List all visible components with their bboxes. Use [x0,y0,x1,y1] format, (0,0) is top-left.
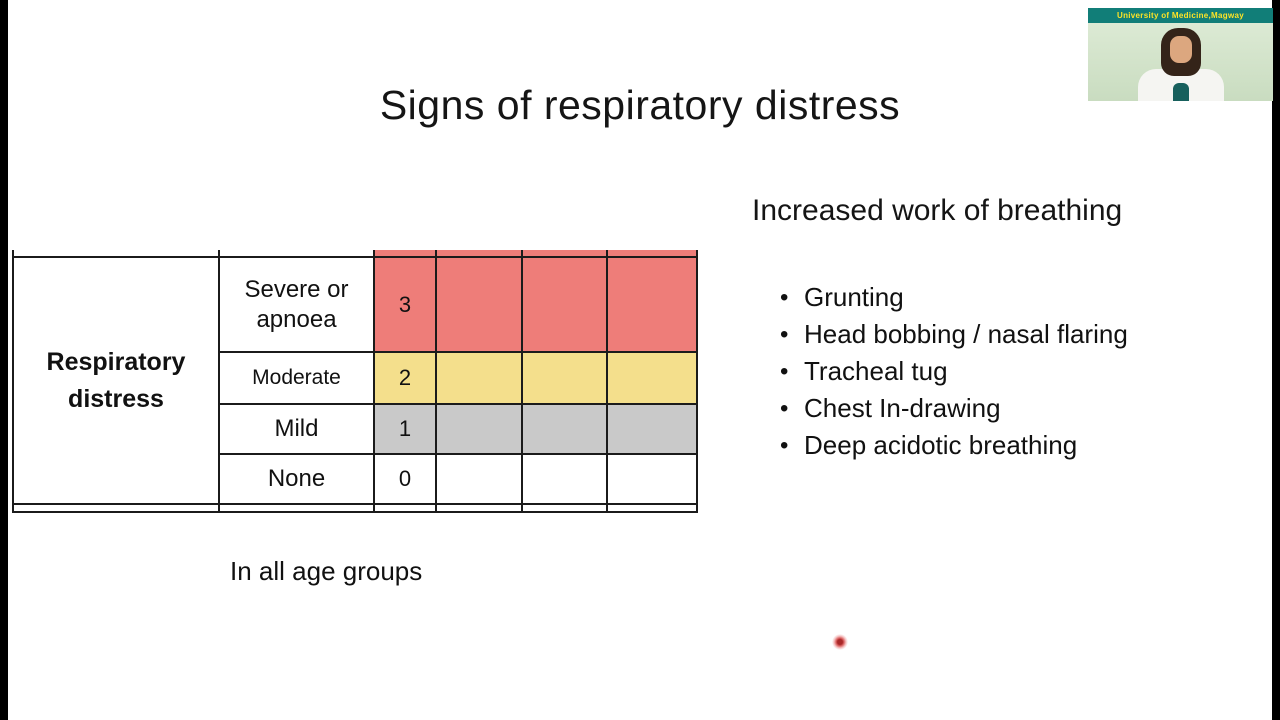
severity-label-cell: Severe or apnoea [220,258,375,353]
age-groups-note: In all age groups [230,556,423,586]
list-item: Grunting [778,279,1128,316]
cropped-cell [608,250,698,258]
score-band-cell [437,258,523,353]
list-item: Head bobbing / nasal flaring [778,316,1128,353]
score-band-cell [437,353,523,405]
cropped-cell [220,250,375,258]
score-cell: 0 [375,455,437,505]
cropped-cell [523,250,608,258]
left-letterbox-bar [0,0,8,720]
laser-pointer-dot [832,634,848,650]
presenter-shirt [1172,83,1189,101]
cropped-cell [375,250,437,258]
score-band-cell [523,405,608,455]
score-band-cell [437,405,523,455]
cropped-cell [437,505,523,513]
score-band-cell [608,455,698,505]
cropped-cell [437,250,523,258]
cropped-cell [523,505,608,513]
webcam-video-frame [1088,23,1273,101]
score-band-cell [523,353,608,405]
webcam-overlay: University of Medicine,Magway [1088,8,1273,101]
score-band-cell [437,455,523,505]
work-of-breathing-list: Grunting Head bobbing / nasal flaring Tr… [778,279,1128,464]
respiratory-distress-score-table: Respiratory distress Severe or apnoea 3 … [12,250,698,513]
list-item: Deep acidotic breathing [778,427,1128,464]
table-row-header: Respiratory distress [12,258,220,505]
severity-label-cell: Moderate [220,353,375,405]
slide-title: Signs of respiratory distress [379,82,901,128]
severity-label-cell: Mild [220,405,375,455]
list-item: Chest In-drawing [778,390,1128,427]
work-of-breathing-heading: Increased work of breathing [752,194,1123,227]
score-cell: 2 [375,353,437,405]
cropped-cell [220,505,375,513]
cropped-cell [12,250,220,258]
score-band-cell [608,405,698,455]
score-band-cell [523,258,608,353]
score-band-cell [608,258,698,353]
list-item: Tracheal tug [778,353,1128,390]
severity-label-cell: None [220,455,375,505]
cropped-cell [375,505,437,513]
webcam-banner-text: University of Medicine,Magway [1088,8,1273,23]
score-cell: 1 [375,405,437,455]
score-cell: 3 [375,258,437,353]
cropped-cell [608,505,698,513]
presenter-face [1169,36,1192,63]
score-band-cell [608,353,698,405]
right-letterbox-bar [1272,0,1280,720]
cropped-cell [12,505,220,513]
score-band-cell [523,455,608,505]
